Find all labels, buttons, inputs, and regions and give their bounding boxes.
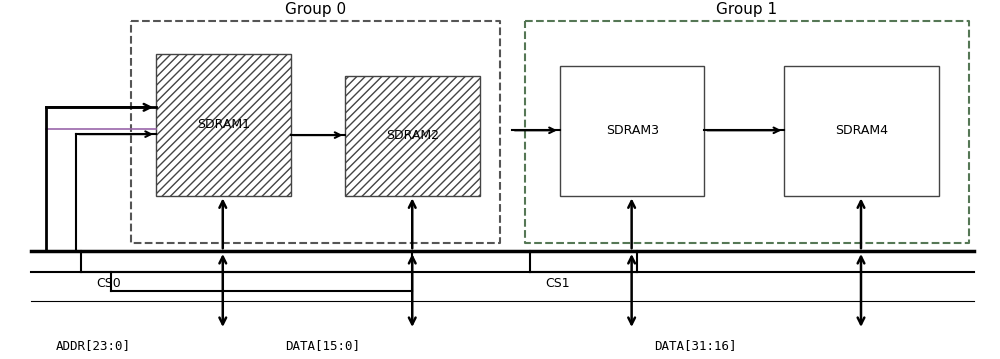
Text: SDRAM2: SDRAM2 — [386, 129, 439, 142]
Bar — [156, 53, 291, 196]
Text: SDRAM3: SDRAM3 — [606, 124, 659, 137]
Text: CS1: CS1 — [545, 277, 570, 290]
Bar — [784, 66, 939, 196]
Text: SDRAM4: SDRAM4 — [835, 124, 888, 137]
Text: CS0: CS0 — [96, 277, 121, 290]
Text: SDRAM1: SDRAM1 — [197, 118, 250, 131]
Text: Group 1: Group 1 — [716, 2, 777, 17]
Bar — [345, 76, 480, 196]
Text: Group 0: Group 0 — [285, 2, 346, 17]
Text: DATA[31:16]: DATA[31:16] — [655, 339, 737, 353]
Text: ADDR[23:0]: ADDR[23:0] — [56, 339, 131, 353]
Bar — [560, 66, 704, 196]
Text: DATA[15:0]: DATA[15:0] — [286, 339, 361, 353]
